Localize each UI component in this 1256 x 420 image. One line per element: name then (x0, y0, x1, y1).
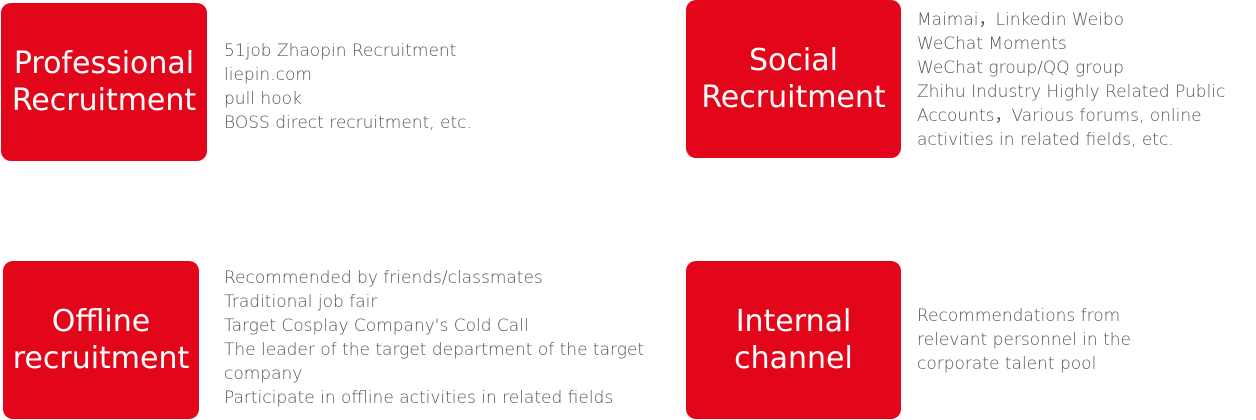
description-line: pull hook (224, 89, 302, 109)
channel-title-line: Offline (51, 304, 151, 339)
channel-description-offline-recruitment: Recommended by friends/classmates Tradit… (224, 266, 644, 410)
description-line: Recommendations from (917, 306, 1121, 326)
description-line: liepin.com (224, 65, 312, 85)
description-line: WeChat Moments (917, 34, 1067, 54)
channel-title-line: recruitment (12, 341, 190, 376)
channel-title-line: Social (749, 43, 838, 78)
description-line: relevant personnel in the (917, 330, 1132, 350)
description-line: Participate in offline activities in rel… (224, 388, 614, 408)
description-line: Recommended by friends/classmates (224, 268, 543, 288)
channel-title-line: Internal (735, 304, 852, 339)
description-line: company (224, 364, 303, 384)
channel-box-offline-recruitment: Offline recruitment (3, 261, 199, 419)
description-line: Zhihu Industry Highly Related Public (917, 82, 1226, 102)
description-line: Target Cosplay Company's Cold Call (224, 316, 529, 336)
channel-title-line: channel (734, 341, 853, 376)
description-line: activities in related fields, etc. (917, 130, 1174, 150)
description-line: corporate talent pool (917, 354, 1097, 374)
channel-title-line: Recruitment (701, 80, 886, 115)
description-line: WeChat group/QQ group (917, 58, 1124, 78)
channel-description-social-recruitment: Maimai，Linkedin Weibo WeChat Moments WeC… (917, 8, 1225, 152)
description-line: The leader of the target department of t… (224, 340, 645, 360)
channel-box-professional-recruitment: Professional Recruitment (1, 3, 207, 161)
channel-title-line: Recruitment (11, 83, 197, 118)
channel-description-professional-recruitment: 51job Zhaopin Recruitment liepin.com pul… (224, 39, 472, 135)
description-line: Maimai，Linkedin Weibo (917, 10, 1125, 30)
channel-box-social-recruitment: Social Recruitment (686, 0, 901, 158)
channel-description-internal-channel: Recommendations from relevant personnel … (917, 304, 1131, 376)
description-line: Traditional job fair (224, 292, 378, 312)
channel-box-internal-channel: Internal channel (686, 261, 901, 419)
description-line: Accounts，Various forums, online (917, 106, 1202, 126)
description-line: BOSS direct recruitment, etc. (224, 113, 472, 133)
channel-title-line: Professional (13, 46, 195, 81)
description-line: 51job Zhaopin Recruitment (224, 41, 457, 61)
